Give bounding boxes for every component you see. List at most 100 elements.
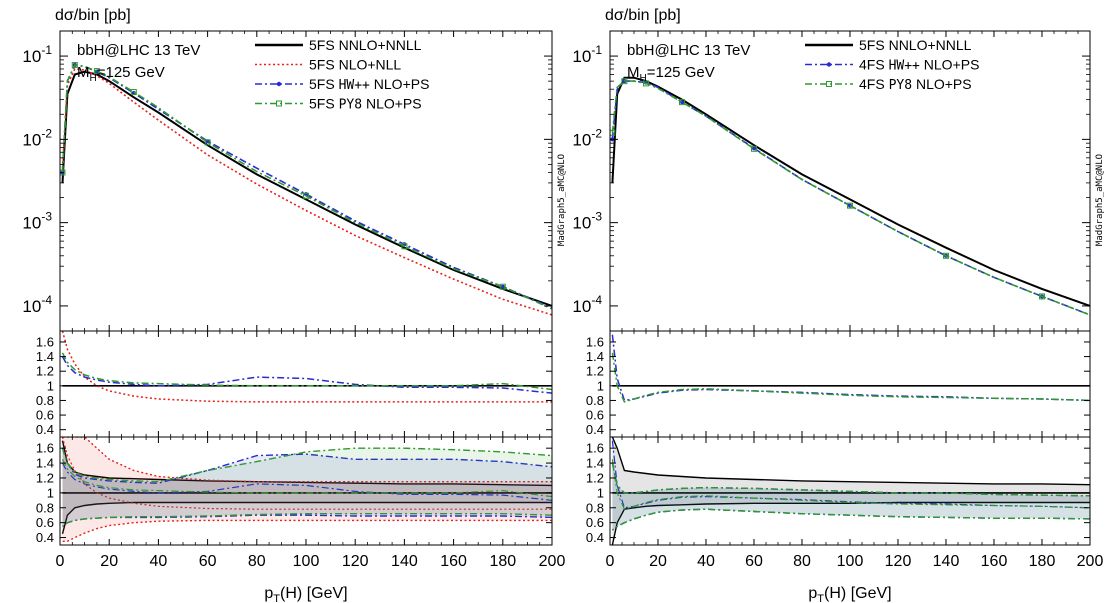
annotation-process: bbH@LHC 13 TeV (627, 42, 750, 59)
series-2-point (621, 78, 628, 85)
uncertainty-band-0 (62, 440, 552, 534)
x-tick-label: 180 (1029, 553, 1056, 570)
ratio2-y-tick-label: 1.2 (36, 470, 54, 485)
band-upper-1 (62, 437, 552, 483)
x-tick-label: 80 (248, 553, 266, 570)
ratio1-y-tick-label: 1 (47, 378, 54, 393)
series-line-1 (61, 68, 552, 316)
series-2-point (1039, 293, 1045, 300)
ratio2-y-tick-label: 1 (597, 485, 604, 500)
ratio1-y-tick-label: 1.6 (36, 334, 54, 349)
uncertainty-band-2 (612, 463, 1090, 531)
x-tick-label: 20 (100, 553, 118, 570)
band-lower-2 (611, 508, 1090, 531)
x-tick-label: 60 (745, 553, 763, 570)
legend-label-2: 5FS HW++ NLO+PS (309, 76, 429, 93)
ratio2-y-tick-label: 0.8 (586, 500, 604, 515)
x-tick-label: 200 (1077, 553, 1104, 570)
ratio2-y-tick-label: 0.6 (586, 515, 604, 530)
x-tick-label: 20 (649, 553, 667, 570)
ratio2-y-tick-label: 1.6 (36, 441, 54, 456)
ratio-panel-1 (61, 331, 552, 403)
band-upper-0 (611, 437, 1090, 486)
band-upper-2 (611, 462, 1090, 497)
x-tick-label: 140 (391, 553, 418, 570)
watermark: MadGraph5_aMC@NLO (557, 154, 567, 246)
y-tick-label: 10-4 (22, 293, 52, 316)
x-tick-label: 60 (199, 553, 217, 570)
ratio2-y-tick-label: 1.2 (586, 470, 604, 485)
main-plot-area (610, 76, 1090, 316)
uncertainty-band-2 (62, 448, 552, 527)
series-3-point (60, 169, 66, 176)
legend-marker-2 (826, 81, 832, 87)
ratio1-line-1 (611, 334, 1090, 402)
band-lower-3 (62, 513, 552, 527)
ratio-panel-2 (611, 437, 1090, 545)
ratio2-y-tick-label: 0.8 (36, 500, 54, 515)
ratio1-y-tick-label: 0.4 (586, 422, 604, 437)
band-lower-1 (62, 519, 552, 542)
ratio1-y-tick-label: 0.4 (36, 422, 54, 437)
series-line-3 (61, 64, 552, 310)
chart-panel-1: dσ/bin [pb]0 20 40 60 80 100 120 140 160 180 20010… (572, 7, 1105, 603)
y-tick-label: 10-2 (22, 126, 52, 149)
series-line-2 (61, 64, 552, 309)
main-plot-area (60, 62, 552, 316)
series-3-point (204, 139, 211, 146)
ratio1-y-tick-label: 0.8 (36, 393, 54, 408)
series-3-point (130, 89, 137, 96)
x-tick-label: 80 (793, 553, 811, 570)
y-tick-label: 10-2 (572, 126, 602, 149)
uncertainty-band-1 (612, 463, 1090, 531)
legend-label-2: 4FS PY8 NLO+PS (859, 76, 972, 93)
legend-marker-3 (276, 100, 282, 107)
chart-panel-0: dσ/bin [pb]0 20 40 60 80 100 120 140 160 180 20010… (22, 7, 567, 603)
ratio1-line-3 (61, 352, 552, 391)
ratio2-y-tick-label: 0.4 (586, 530, 604, 545)
x-axis-label: pT(H) [GeV] (808, 585, 891, 603)
series-2-point (610, 129, 616, 136)
legend-label-0: 5FS NNLO+NNLL (859, 37, 972, 53)
ratio1-line-2 (611, 352, 1090, 403)
series-3-point (93, 68, 100, 75)
x-axis-label: pT(H) [GeV] (264, 585, 347, 603)
uncertainty-band-3 (62, 448, 552, 527)
y-axis-label: dσ/bin [pb] (55, 7, 131, 24)
ratio1-y-tick-label: 0.6 (36, 408, 54, 423)
ratio1-y-tick-label: 1.2 (586, 364, 604, 379)
x-tick-label: 0 (606, 553, 615, 570)
y-tick-label: 10-3 (572, 210, 602, 233)
series-3-point (499, 283, 506, 290)
annotation-process: bbH@LHC 13 TeV (77, 42, 200, 59)
ratio2-line-1 (611, 440, 1090, 509)
watermark: MadGraph5_aMC@NLO (1095, 154, 1105, 246)
annotation-mass: MH=125 GeV (77, 64, 165, 84)
series-3-point (71, 62, 78, 69)
series-line-0 (61, 70, 552, 307)
band-upper-2 (61, 447, 552, 484)
ratio1-y-tick-label: 1.4 (36, 349, 54, 364)
x-tick-label: 140 (933, 553, 960, 570)
y-tick-label: 10-1 (22, 43, 52, 66)
x-tick-label: 160 (981, 553, 1008, 570)
ratio1-y-tick-label: 0.6 (586, 408, 604, 423)
series-3-point (401, 243, 408, 250)
ratio2-line-3 (61, 459, 552, 498)
x-tick-label: 100 (293, 553, 320, 570)
series-2-point (751, 145, 757, 152)
x-tick-label: 160 (440, 553, 467, 570)
legend-label-1: 4FS HW++ NLO+PS (859, 57, 979, 74)
x-tick-label: 40 (150, 553, 168, 570)
y-tick-label: 10-4 (572, 293, 602, 316)
ratio2-y-tick-label: 1.4 (36, 456, 54, 471)
ratio-panel-1 (611, 334, 1090, 403)
y-axis-label: dσ/bin [pb] (605, 7, 681, 24)
band-lower-0 (61, 501, 552, 534)
y-tick-label: 10-1 (572, 43, 602, 66)
band-lower-0 (611, 501, 1090, 545)
series-line-2 (611, 80, 1090, 316)
x-tick-label: 100 (837, 553, 864, 570)
series-3-point (303, 192, 309, 199)
